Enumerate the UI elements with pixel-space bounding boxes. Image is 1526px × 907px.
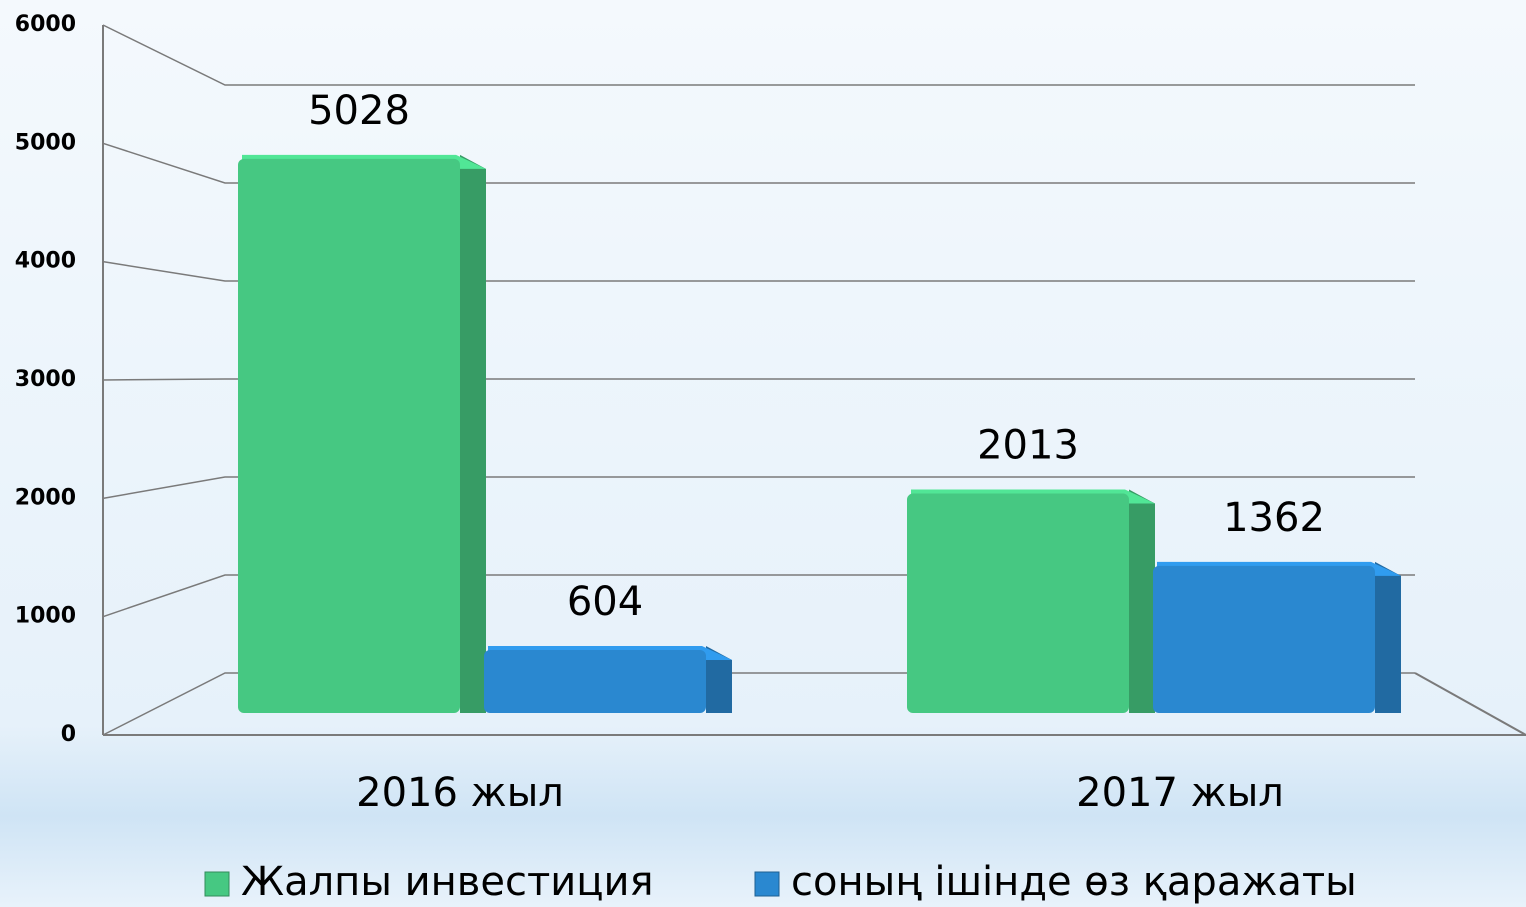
bar-side	[1129, 489, 1155, 713]
y-tick-label: 6000	[15, 12, 76, 37]
bar-side	[1375, 561, 1401, 713]
x-tick-label: 2017 жыл	[1076, 770, 1284, 816]
y-tick-label: 5000	[15, 130, 76, 155]
bar	[238, 158, 460, 714]
bar-side	[460, 154, 486, 714]
grid-line	[102, 260, 1415, 282]
y-tick-label: 0	[61, 722, 76, 747]
floor-right	[1414, 672, 1526, 736]
legend-label: Жалпы инвестиция	[241, 859, 654, 905]
grid-line	[102, 142, 1415, 184]
data-label: 2013	[977, 423, 1079, 469]
grid-line	[102, 378, 1415, 381]
data-label: 1362	[1223, 495, 1325, 541]
bar	[484, 649, 706, 713]
y-tick-label: 1000	[15, 604, 76, 629]
grid-line	[102, 476, 1415, 500]
y-tick-label: 3000	[15, 367, 76, 392]
legend-swatch	[754, 871, 780, 897]
bar	[1153, 565, 1375, 713]
y-tick-label: 2000	[15, 485, 76, 510]
bar	[907, 493, 1129, 713]
grid-line	[102, 24, 1415, 86]
x-tick-label: 2016 жыл	[356, 770, 564, 816]
bar-side	[706, 645, 732, 713]
legend-label: соның ішінде өз қаражаты	[791, 859, 1357, 905]
data-label: 604	[567, 579, 643, 625]
y-tick-label: 4000	[15, 249, 76, 274]
legend-swatch	[204, 871, 230, 897]
data-label: 5028	[308, 88, 410, 134]
